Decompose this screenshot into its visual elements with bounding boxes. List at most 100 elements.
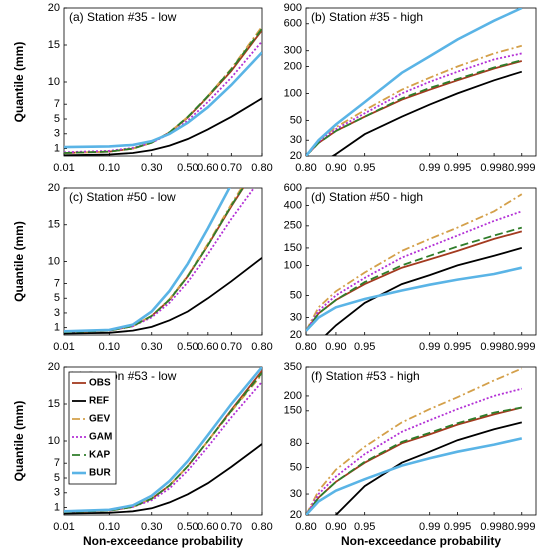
y-tick-label: 350 bbox=[284, 361, 302, 373]
y-tick-label: 5 bbox=[54, 113, 60, 125]
y-tick-label: 10 bbox=[48, 76, 60, 88]
series-line bbox=[306, 210, 523, 332]
y-tick-label: 30 bbox=[290, 134, 302, 146]
legend-label: KAP bbox=[89, 450, 110, 461]
y-tick-label: 50 bbox=[290, 462, 302, 474]
x-tick-label: 0.30 bbox=[141, 521, 162, 533]
y-tick-label: 15 bbox=[48, 219, 60, 231]
series-line bbox=[306, 387, 523, 515]
x-tick-label: 0.90 bbox=[325, 341, 346, 353]
plot-lines bbox=[306, 193, 523, 335]
x-tick-label: 0.95 bbox=[354, 162, 375, 174]
legend-label: BUR bbox=[89, 468, 111, 479]
series-line bbox=[306, 193, 523, 332]
y-tick-label: 200 bbox=[284, 390, 302, 402]
plot-frame bbox=[63, 7, 263, 157]
y-tick-label: 5 bbox=[54, 292, 60, 304]
x-tick-label: 0.01 bbox=[53, 521, 74, 533]
legend-label: GEV bbox=[89, 414, 110, 425]
y-tick-label: 30 bbox=[290, 311, 302, 323]
y-tick-label: 20 bbox=[48, 361, 60, 373]
series-line bbox=[64, 443, 262, 515]
series-line bbox=[331, 70, 523, 156]
plot-lines bbox=[64, 367, 262, 515]
y-tick-label: 10 bbox=[48, 255, 60, 267]
series-line bbox=[324, 247, 523, 335]
x-axis-label: Non-exceedance probability bbox=[341, 534, 501, 548]
plot-lines bbox=[306, 367, 523, 515]
series-line bbox=[306, 226, 523, 332]
y-tick-label: 50 bbox=[290, 289, 302, 301]
y-tick-label: 7 bbox=[54, 98, 60, 110]
legend-label: OBS bbox=[89, 378, 111, 389]
y-tick-label: 250 bbox=[284, 220, 302, 232]
x-tick-label: 0.10 bbox=[99, 341, 120, 353]
y-tick-label: 30 bbox=[290, 488, 302, 500]
panel-title: (a) Station #35 - low bbox=[69, 10, 177, 24]
y-tick-label: 3 bbox=[54, 128, 60, 140]
x-tick-label: 0.999 bbox=[508, 341, 536, 353]
x-tick-label: 0.95 bbox=[354, 341, 375, 353]
x-tick-label: 0.80 bbox=[251, 521, 272, 533]
x-tick-label: 0.50 bbox=[177, 162, 198, 174]
x-tick-label: 0.99 bbox=[419, 341, 440, 353]
y-tick-label: 300 bbox=[284, 45, 302, 57]
y-tick-label: 150 bbox=[284, 242, 302, 254]
x-tick-label: 0.10 bbox=[99, 162, 120, 174]
x-tick-label: 0.995 bbox=[444, 162, 472, 174]
x-tick-label: 0.80 bbox=[251, 341, 272, 353]
panel-title: (b) Station #35 - high bbox=[311, 10, 423, 24]
y-tick-label: 1 bbox=[54, 143, 60, 155]
y-tick-label: 1 bbox=[54, 322, 60, 334]
x-tick-label: 0.95 bbox=[354, 521, 375, 533]
x-tick-label: 0.90 bbox=[325, 521, 346, 533]
y-axis-label: Quantile (mm) bbox=[12, 42, 26, 123]
series-line bbox=[334, 421, 523, 515]
legend-label: GAM bbox=[89, 432, 112, 443]
x-tick-label: 0.70 bbox=[221, 341, 242, 353]
x-tick-label: 0.998 bbox=[480, 341, 508, 353]
y-tick-label: 7 bbox=[54, 457, 60, 469]
x-tick-label: 0.70 bbox=[221, 521, 242, 533]
series-line bbox=[306, 59, 523, 156]
y-tick-label: 5 bbox=[54, 472, 60, 484]
series-line bbox=[64, 367, 262, 513]
y-tick-label: 50 bbox=[290, 114, 302, 126]
y-tick-label: 20 bbox=[290, 329, 302, 341]
x-tick-label: 0.60 bbox=[197, 162, 218, 174]
x-tick-label: 0.90 bbox=[325, 162, 346, 174]
x-tick-label: 0.60 bbox=[197, 521, 218, 533]
y-axis-label: Quantile (mm) bbox=[12, 221, 26, 302]
x-tick-label: 0.10 bbox=[99, 521, 120, 533]
y-tick-label: 80 bbox=[290, 437, 302, 449]
y-tick-label: 20 bbox=[48, 2, 60, 14]
x-tick-label: 0.60 bbox=[197, 341, 218, 353]
series-line bbox=[306, 8, 523, 156]
y-tick-label: 20 bbox=[290, 509, 302, 521]
x-tick-label: 0.998 bbox=[480, 521, 508, 533]
x-tick-label: 0.50 bbox=[177, 341, 198, 353]
x-tick-label: 0.01 bbox=[53, 162, 74, 174]
legend-box bbox=[68, 371, 117, 485]
plot-frame bbox=[63, 187, 263, 336]
y-tick-label: 7 bbox=[54, 277, 60, 289]
y-tick-label: 100 bbox=[284, 87, 302, 99]
x-tick-label: 0.99 bbox=[419, 162, 440, 174]
x-tick-label: 0.30 bbox=[141, 162, 162, 174]
plot-frame bbox=[305, 7, 537, 157]
x-tick-label: 0.70 bbox=[221, 162, 242, 174]
legend-label: REF bbox=[89, 396, 109, 407]
series-line bbox=[306, 406, 522, 515]
x-tick-label: 0.80 bbox=[251, 162, 272, 174]
x-tick-label: 0.01 bbox=[53, 341, 74, 353]
y-tick-label: 20 bbox=[290, 150, 302, 162]
series-line bbox=[64, 51, 262, 149]
x-axis-label: Non-exceedance probability bbox=[83, 534, 243, 548]
plot-lines bbox=[64, 188, 262, 335]
series-line bbox=[64, 188, 231, 333]
y-tick-label: 200 bbox=[284, 60, 302, 72]
x-tick-label: 0.998 bbox=[480, 162, 508, 174]
panel-title: (d) Station #50 - high bbox=[311, 190, 423, 204]
y-tick-label: 3 bbox=[54, 307, 60, 319]
